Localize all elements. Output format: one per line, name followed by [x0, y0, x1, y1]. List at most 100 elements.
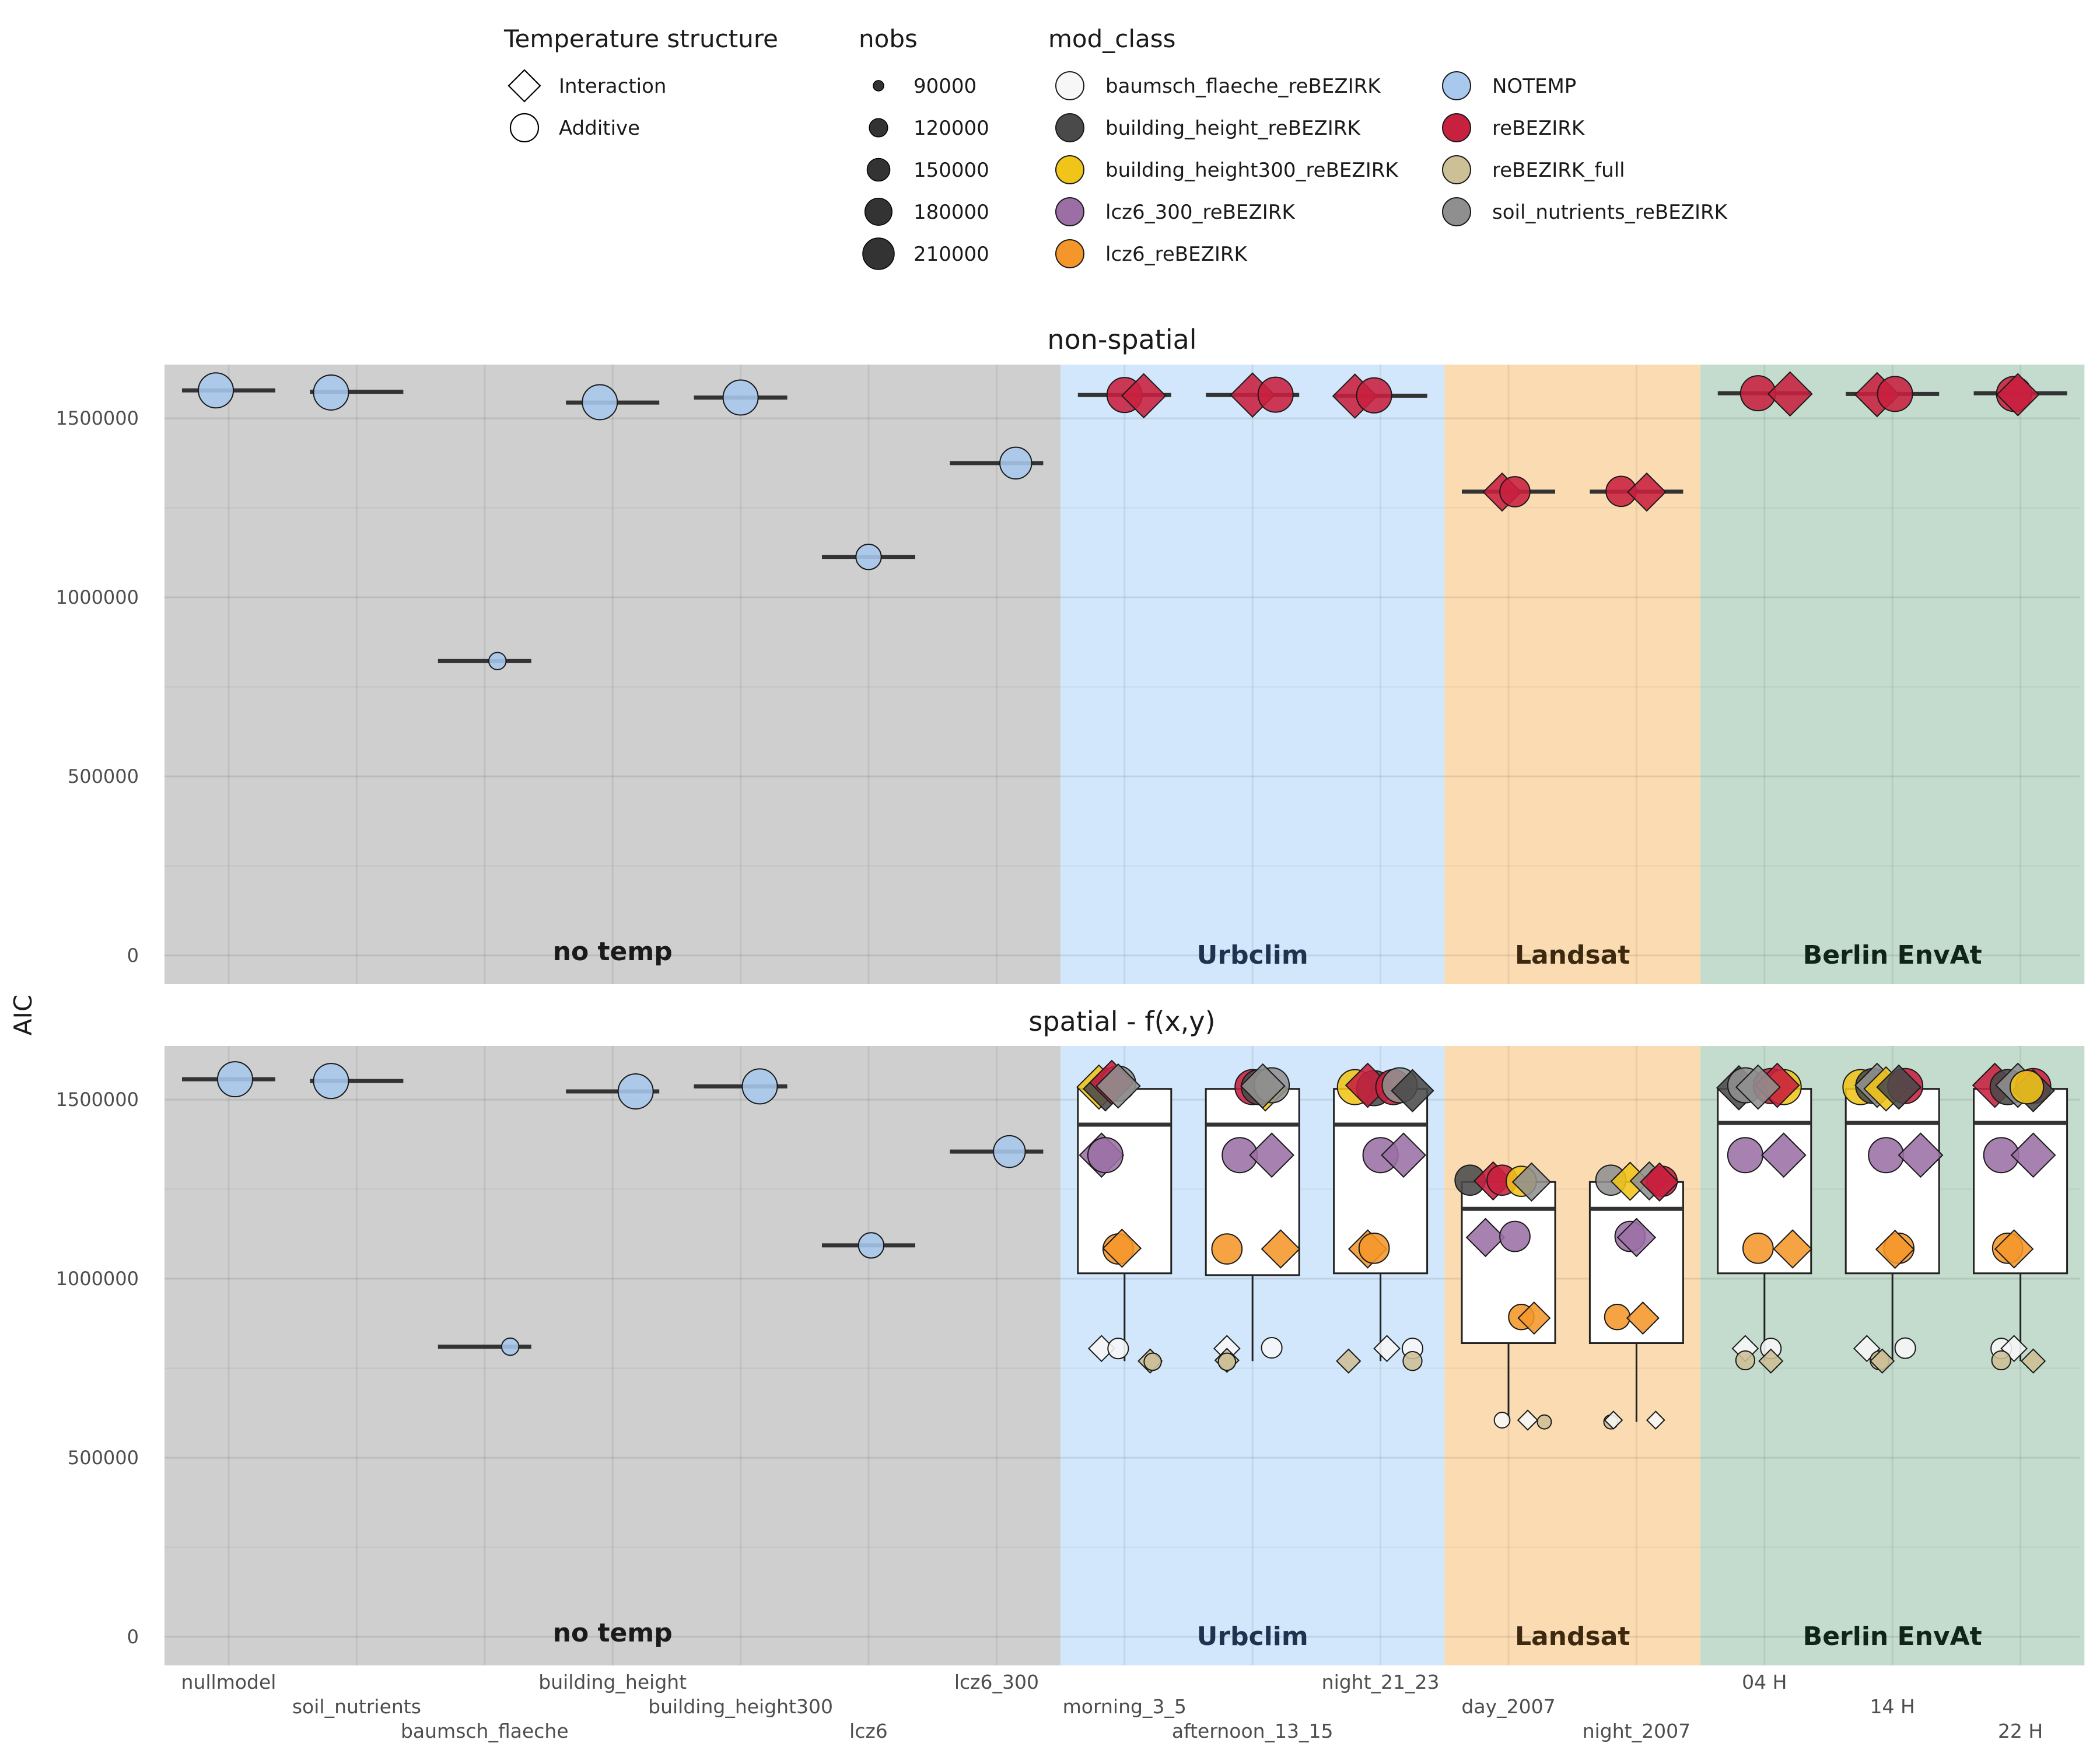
legend-color-swatch: [1442, 71, 1471, 100]
panels: non-spatial 0 500000 1000000 1500000 no temp U…: [55, 324, 2085, 1665]
point-circle: [1211, 1233, 1243, 1265]
x-tick-label: building_height300: [648, 1695, 833, 1718]
point-diamond: [1511, 1162, 1552, 1202]
x-tick-label: lcz6: [849, 1720, 888, 1742]
group-label: no temp: [553, 937, 673, 967]
point-circle: [501, 1337, 520, 1356]
point-diamond: [1870, 1348, 1895, 1374]
legend-diamond-icon: [508, 69, 541, 103]
legend-color-label: soil_nutrients_reBEZIRK: [1492, 201, 1728, 224]
point-circle: [488, 652, 507, 671]
point-circle: [1499, 1220, 1531, 1252]
x-tick-label: 04 H: [1742, 1671, 1787, 1693]
x-tick-label: soil_nutrients: [292, 1695, 421, 1718]
legend-color-label: building_height_reBEZIRK: [1105, 117, 1361, 140]
y-axis-label: AIC: [9, 995, 37, 1035]
x-tick-label: afternoon_13_15: [1172, 1720, 1334, 1742]
legend-size-label: 90000: [914, 75, 977, 98]
x-tick-label: night_21_23: [1322, 1671, 1440, 1693]
point-circle: [858, 1232, 885, 1259]
legend-color-label: baumsch_flaeche_reBEZIRK: [1105, 75, 1381, 98]
point-circle: [993, 1135, 1026, 1168]
point-diamond: [1735, 1064, 1781, 1110]
point-diamond: [1517, 1409, 1539, 1431]
point-diamond: [1773, 1229, 1812, 1269]
group-label: no temp: [553, 1618, 673, 1648]
point-diamond: [1876, 1064, 1922, 1110]
point-circle: [741, 1068, 778, 1105]
point-diamond: [1758, 1348, 1784, 1374]
point-diamond: [1336, 1348, 1362, 1374]
point-circle: [999, 446, 1032, 480]
group-label: Urbclim: [1197, 1622, 1308, 1651]
legend-size-dot: [862, 237, 895, 270]
legend-color-label: reBEZIRK: [1492, 117, 1586, 140]
panel: spatial - f(x,y) 0 500000 1000000 1500000 no …: [55, 1006, 2085, 1665]
x-tick-label: building_height: [538, 1671, 687, 1693]
legend-size-label: 180000: [914, 201, 989, 224]
legend-size-dot: [866, 158, 891, 182]
point-circle: [313, 1063, 349, 1100]
legend-color-label: building_height300_reBEZIRK: [1105, 159, 1399, 182]
legend-size-dot: [869, 118, 888, 138]
point-circle: [1087, 1137, 1124, 1174]
point-diamond: [1996, 373, 2040, 416]
legend-size-label: 210000: [914, 243, 989, 266]
point-circle: [1143, 1352, 1162, 1371]
legend-color-swatch: [1442, 197, 1471, 226]
point-circle: [617, 1073, 654, 1110]
y-tick-label: 0: [127, 1626, 139, 1648]
legend-size-label: 150000: [914, 159, 989, 182]
point-diamond: [1853, 1335, 1881, 1363]
point-diamond: [1261, 1229, 1301, 1269]
point-diamond: [1760, 1132, 1807, 1178]
point-circle: [1735, 1350, 1756, 1371]
x-tick-label: baumsch_flaeche: [401, 1720, 569, 1742]
point-circle: [1261, 1336, 1283, 1359]
legend-shape-label: Additive: [559, 117, 640, 140]
point-circle: [1493, 1412, 1511, 1429]
point-diamond: [1517, 1301, 1551, 1335]
point-circle: [1358, 1232, 1390, 1264]
point-circle: [1536, 1414, 1552, 1430]
point-diamond: [1994, 1229, 2034, 1269]
legend-color-swatch: [1055, 197, 1084, 226]
y-tick-label: 1500000: [55, 407, 139, 429]
point-diamond: [1626, 1301, 1660, 1335]
x-tick-label: nullmodel: [181, 1671, 276, 1693]
legend-color-swatch: [1442, 155, 1471, 184]
group-band: [1700, 365, 2085, 984]
y-tick-label: 1000000: [55, 586, 139, 608]
panel: non-spatial 0 500000 1000000 1500000 no temp U…: [55, 324, 2085, 984]
x-tick-label: 14 H: [1870, 1695, 1915, 1718]
point-diamond: [1121, 373, 1167, 419]
panel-title: spatial - f(x,y): [1028, 1006, 1215, 1037]
group-band: [164, 1046, 1061, 1665]
legend-shape-label: Interaction: [559, 75, 666, 98]
y-tick-label: 1500000: [55, 1088, 139, 1111]
group-band: [1444, 1046, 1701, 1665]
legend-color-label: lcz6_300_reBEZIRK: [1105, 201, 1296, 224]
point-diamond: [1102, 1228, 1142, 1268]
point-circle: [1742, 1232, 1774, 1264]
point-diamond: [2000, 1335, 2028, 1363]
point-circle: [1894, 1337, 1916, 1359]
point-circle: [1499, 476, 1531, 508]
point-circle: [1257, 376, 1294, 413]
point-circle: [1107, 1338, 1129, 1360]
point-circle: [1604, 1304, 1631, 1331]
legend-color-swatch: [1055, 155, 1084, 184]
point-circle: [855, 543, 882, 570]
point-diamond: [1240, 1063, 1286, 1109]
legend-color-swatch: [1055, 113, 1084, 142]
point-diamond: [2010, 1132, 2056, 1178]
legend-color-label: reBEZIRK_full: [1492, 159, 1625, 182]
y-tick-label: 500000: [68, 1447, 139, 1469]
legend-color-title: mod_class: [1048, 24, 1176, 53]
group-label: Landsat: [1515, 1622, 1630, 1651]
legend: Temperature structure nobs mod_class Intera…: [503, 24, 1728, 270]
group-label: Landsat: [1515, 940, 1630, 970]
point-circle: [1217, 1352, 1237, 1371]
